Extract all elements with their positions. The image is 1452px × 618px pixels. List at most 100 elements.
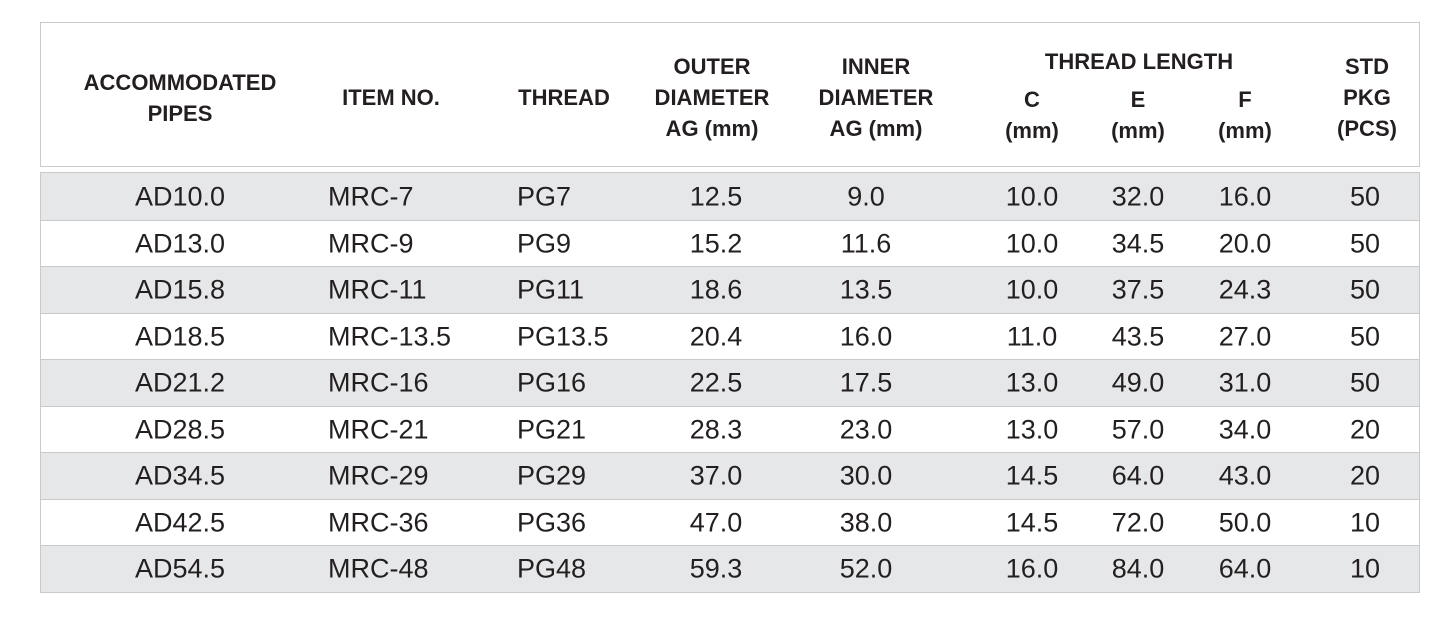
table-cell: 59.3 bbox=[689, 553, 743, 584]
table-row bbox=[41, 359, 1419, 406]
table-cell: 9.0 bbox=[847, 181, 885, 212]
header-label: THREAD bbox=[518, 85, 610, 110]
header-label: DIAMETER bbox=[818, 85, 934, 110]
table-cell: AD21.2 bbox=[134, 367, 226, 398]
table-cell: 13.0 bbox=[1005, 367, 1059, 398]
table-cell: 17.5 bbox=[839, 367, 893, 398]
table-cell: MRC-21 bbox=[328, 414, 429, 445]
table-cell: 50 bbox=[1349, 228, 1381, 259]
table-cell: MRC-11 bbox=[328, 274, 427, 305]
header-label: (mm) bbox=[1218, 118, 1272, 143]
table-cell: PG11 bbox=[517, 274, 585, 305]
table-cell: 34.5 bbox=[1111, 228, 1165, 259]
table-cell: 10.0 bbox=[1005, 228, 1059, 259]
table-row bbox=[41, 545, 1419, 592]
table-cell: 16.0 bbox=[839, 321, 893, 352]
table-row bbox=[41, 405, 1419, 452]
table-row bbox=[41, 498, 1419, 545]
table-cell: 18.6 bbox=[689, 274, 743, 305]
table-cell: 23.0 bbox=[839, 414, 893, 445]
table-cell: PG13.5 bbox=[517, 321, 609, 352]
table-cell: 22.5 bbox=[689, 367, 743, 398]
table-cell: PG48 bbox=[517, 553, 587, 584]
table-cell: AD42.5 bbox=[134, 507, 226, 538]
table-cell: 10 bbox=[1349, 553, 1381, 584]
table-cell: 12.5 bbox=[689, 181, 743, 212]
table-cell: 37.0 bbox=[689, 460, 743, 491]
table-cell: 24.3 bbox=[1218, 274, 1272, 305]
table-cell: AD54.5 bbox=[134, 553, 226, 584]
table-cell: 28.3 bbox=[689, 414, 743, 445]
table-cell: AD34.5 bbox=[134, 460, 226, 491]
header-label: (PCS) bbox=[1337, 116, 1397, 141]
table-cell: MRC-36 bbox=[328, 507, 429, 538]
table-cell: 47.0 bbox=[689, 507, 743, 538]
table-cell: 38.0 bbox=[839, 507, 893, 538]
table-cell: MRC-13.5 bbox=[328, 321, 452, 352]
table-cell: 43.5 bbox=[1111, 321, 1165, 352]
table-cell: 10 bbox=[1349, 507, 1381, 538]
table-cell: 50 bbox=[1349, 181, 1381, 212]
table-cell: 11.6 bbox=[840, 228, 892, 259]
table-cell: MRC-16 bbox=[328, 367, 429, 398]
table-cell: 13.0 bbox=[1005, 414, 1059, 445]
table-cell: PG7 bbox=[517, 181, 572, 212]
table-cell: 20 bbox=[1349, 414, 1381, 445]
body-box bbox=[40, 172, 1420, 593]
header-label: ACCOMMODATED bbox=[83, 69, 277, 95]
table-row bbox=[41, 219, 1419, 266]
table-cell: 37.5 bbox=[1111, 274, 1165, 305]
table-cell: 50 bbox=[1349, 367, 1381, 398]
table-cell: 84.0 bbox=[1111, 553, 1165, 584]
table-cell: 64.0 bbox=[1111, 460, 1165, 491]
table-cell: PG29 bbox=[517, 460, 587, 491]
table-row bbox=[41, 173, 1419, 220]
table-cell: PG9 bbox=[517, 228, 572, 259]
table-cell: AD15.8 bbox=[134, 274, 226, 305]
table-cell: 50 bbox=[1349, 274, 1381, 305]
table-cell: 50 bbox=[1349, 321, 1381, 352]
table-cell: AD13.0 bbox=[134, 228, 226, 259]
table-cell: MRC-29 bbox=[328, 460, 429, 491]
header-label: (mm) bbox=[1005, 118, 1059, 143]
table-cell: MRC-7 bbox=[328, 181, 414, 212]
header-label: OUTER bbox=[673, 54, 751, 79]
table-cell: MRC-9 bbox=[328, 228, 414, 259]
header-label: C bbox=[1024, 87, 1040, 112]
table-cell: PG36 bbox=[517, 507, 587, 538]
table-cell: 50.0 bbox=[1218, 507, 1272, 538]
table-cell: 52.0 bbox=[839, 553, 893, 584]
table-cell: 32.0 bbox=[1111, 181, 1165, 212]
header-label: STD bbox=[1345, 54, 1389, 79]
header-label: F bbox=[1238, 87, 1252, 112]
table-cell: AD18.5 bbox=[134, 321, 226, 352]
header-label: PKG bbox=[1343, 85, 1391, 110]
header-label: DIAMETER bbox=[654, 85, 770, 110]
table-cell: PG21 bbox=[517, 414, 587, 445]
table-cell: 30.0 bbox=[839, 460, 893, 491]
table-cell: 34.0 bbox=[1218, 414, 1272, 445]
table-cell: 10.0 bbox=[1005, 274, 1059, 305]
table-cell: 64.0 bbox=[1218, 553, 1272, 584]
table-cell: 13.5 bbox=[839, 274, 893, 305]
table-cell: MRC-48 bbox=[328, 553, 429, 584]
table-cell: 16.0 bbox=[1218, 181, 1272, 212]
table-cell: 10.0 bbox=[1005, 181, 1059, 212]
table-cell: 57.0 bbox=[1111, 414, 1165, 445]
table-cell: 49.0 bbox=[1111, 367, 1165, 398]
header-box bbox=[40, 22, 1420, 167]
header-group-title: THREAD LENGTH bbox=[1044, 49, 1234, 74]
header-label: (mm) bbox=[1111, 118, 1165, 143]
table-cell: 16.0 bbox=[1005, 553, 1059, 584]
table-cell: 31.0 bbox=[1218, 367, 1272, 398]
table-cell: 11.0 bbox=[1006, 321, 1058, 352]
table-cell: PG16 bbox=[517, 367, 587, 398]
table-cell: 15.2 bbox=[689, 228, 743, 259]
table-cell: 14.5 bbox=[1005, 460, 1059, 491]
header-label: INNER bbox=[841, 54, 911, 79]
header-label: E bbox=[1130, 87, 1146, 112]
table-row bbox=[41, 452, 1419, 499]
table-cell: 20.0 bbox=[1218, 228, 1272, 259]
table-cell: 14.5 bbox=[1005, 507, 1059, 538]
